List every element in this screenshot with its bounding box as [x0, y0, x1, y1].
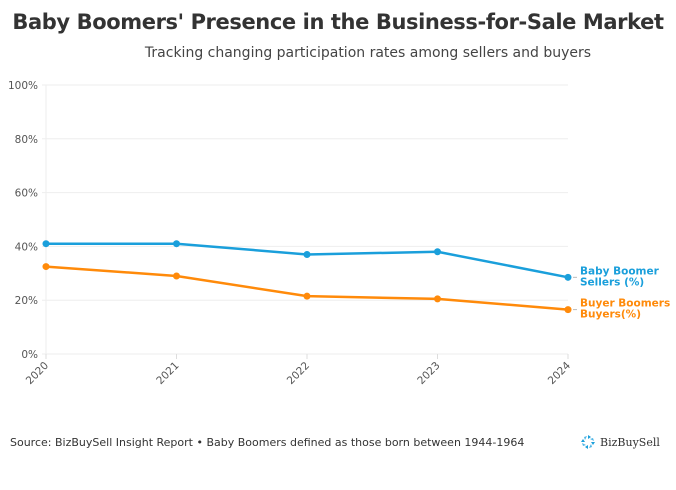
y-tick-label: 80% [15, 134, 38, 146]
y-tick-label: 40% [15, 241, 38, 253]
data-point [173, 272, 180, 280]
source-note: Source: BizBuySell Insight Report • Baby… [10, 436, 525, 449]
y-tick-label: 0% [21, 349, 38, 361]
y-tick-label: 20% [15, 295, 38, 307]
logo-text: BizBuySell [600, 435, 660, 449]
y-tick-label: 60% [15, 188, 38, 200]
data-point [42, 240, 50, 248]
series-line [45, 265, 569, 311]
x-tick-label: 2021 [154, 360, 181, 387]
y-tick-label: 100% [8, 80, 38, 92]
x-tick-label: 2022 [285, 360, 312, 387]
chart-subtitle: Tracking changing participation rates am… [144, 45, 592, 61]
series-label: Baby Boomer [580, 265, 660, 277]
series-lines [42, 240, 572, 314]
gridlines [42, 84, 568, 358]
data-point [173, 240, 180, 248]
data-point [434, 248, 441, 256]
x-tick-label: 2020 [24, 360, 51, 387]
x-tick-label: 2024 [546, 359, 574, 387]
line-chart: 0%20%40%60%80%100% 2020 2021 2022 2023 2024 … [8, 80, 670, 387]
x-axis-ticks: 2020 2021 2022 2023 2024 [24, 354, 574, 387]
data-point [564, 273, 572, 281]
data-point [42, 263, 50, 271]
series-label: Sellers (%) [580, 276, 644, 288]
x-tick-label: 2023 [415, 360, 442, 387]
data-point [434, 295, 441, 303]
chart-title: Baby Boomers' Presence in the Business-f… [12, 10, 664, 34]
y-axis-ticks: 0% 20% 40% 60% 80% 100% [8, 80, 38, 361]
bizbuysell-logo: BizBuySell [580, 434, 660, 450]
series-label: Buyers(%) [580, 309, 641, 321]
series-label: Buyer Boomers [580, 298, 670, 310]
data-point [564, 306, 572, 314]
data-point [303, 292, 311, 300]
bizbuysell-logo-icon [581, 435, 595, 449]
data-point [303, 250, 311, 258]
